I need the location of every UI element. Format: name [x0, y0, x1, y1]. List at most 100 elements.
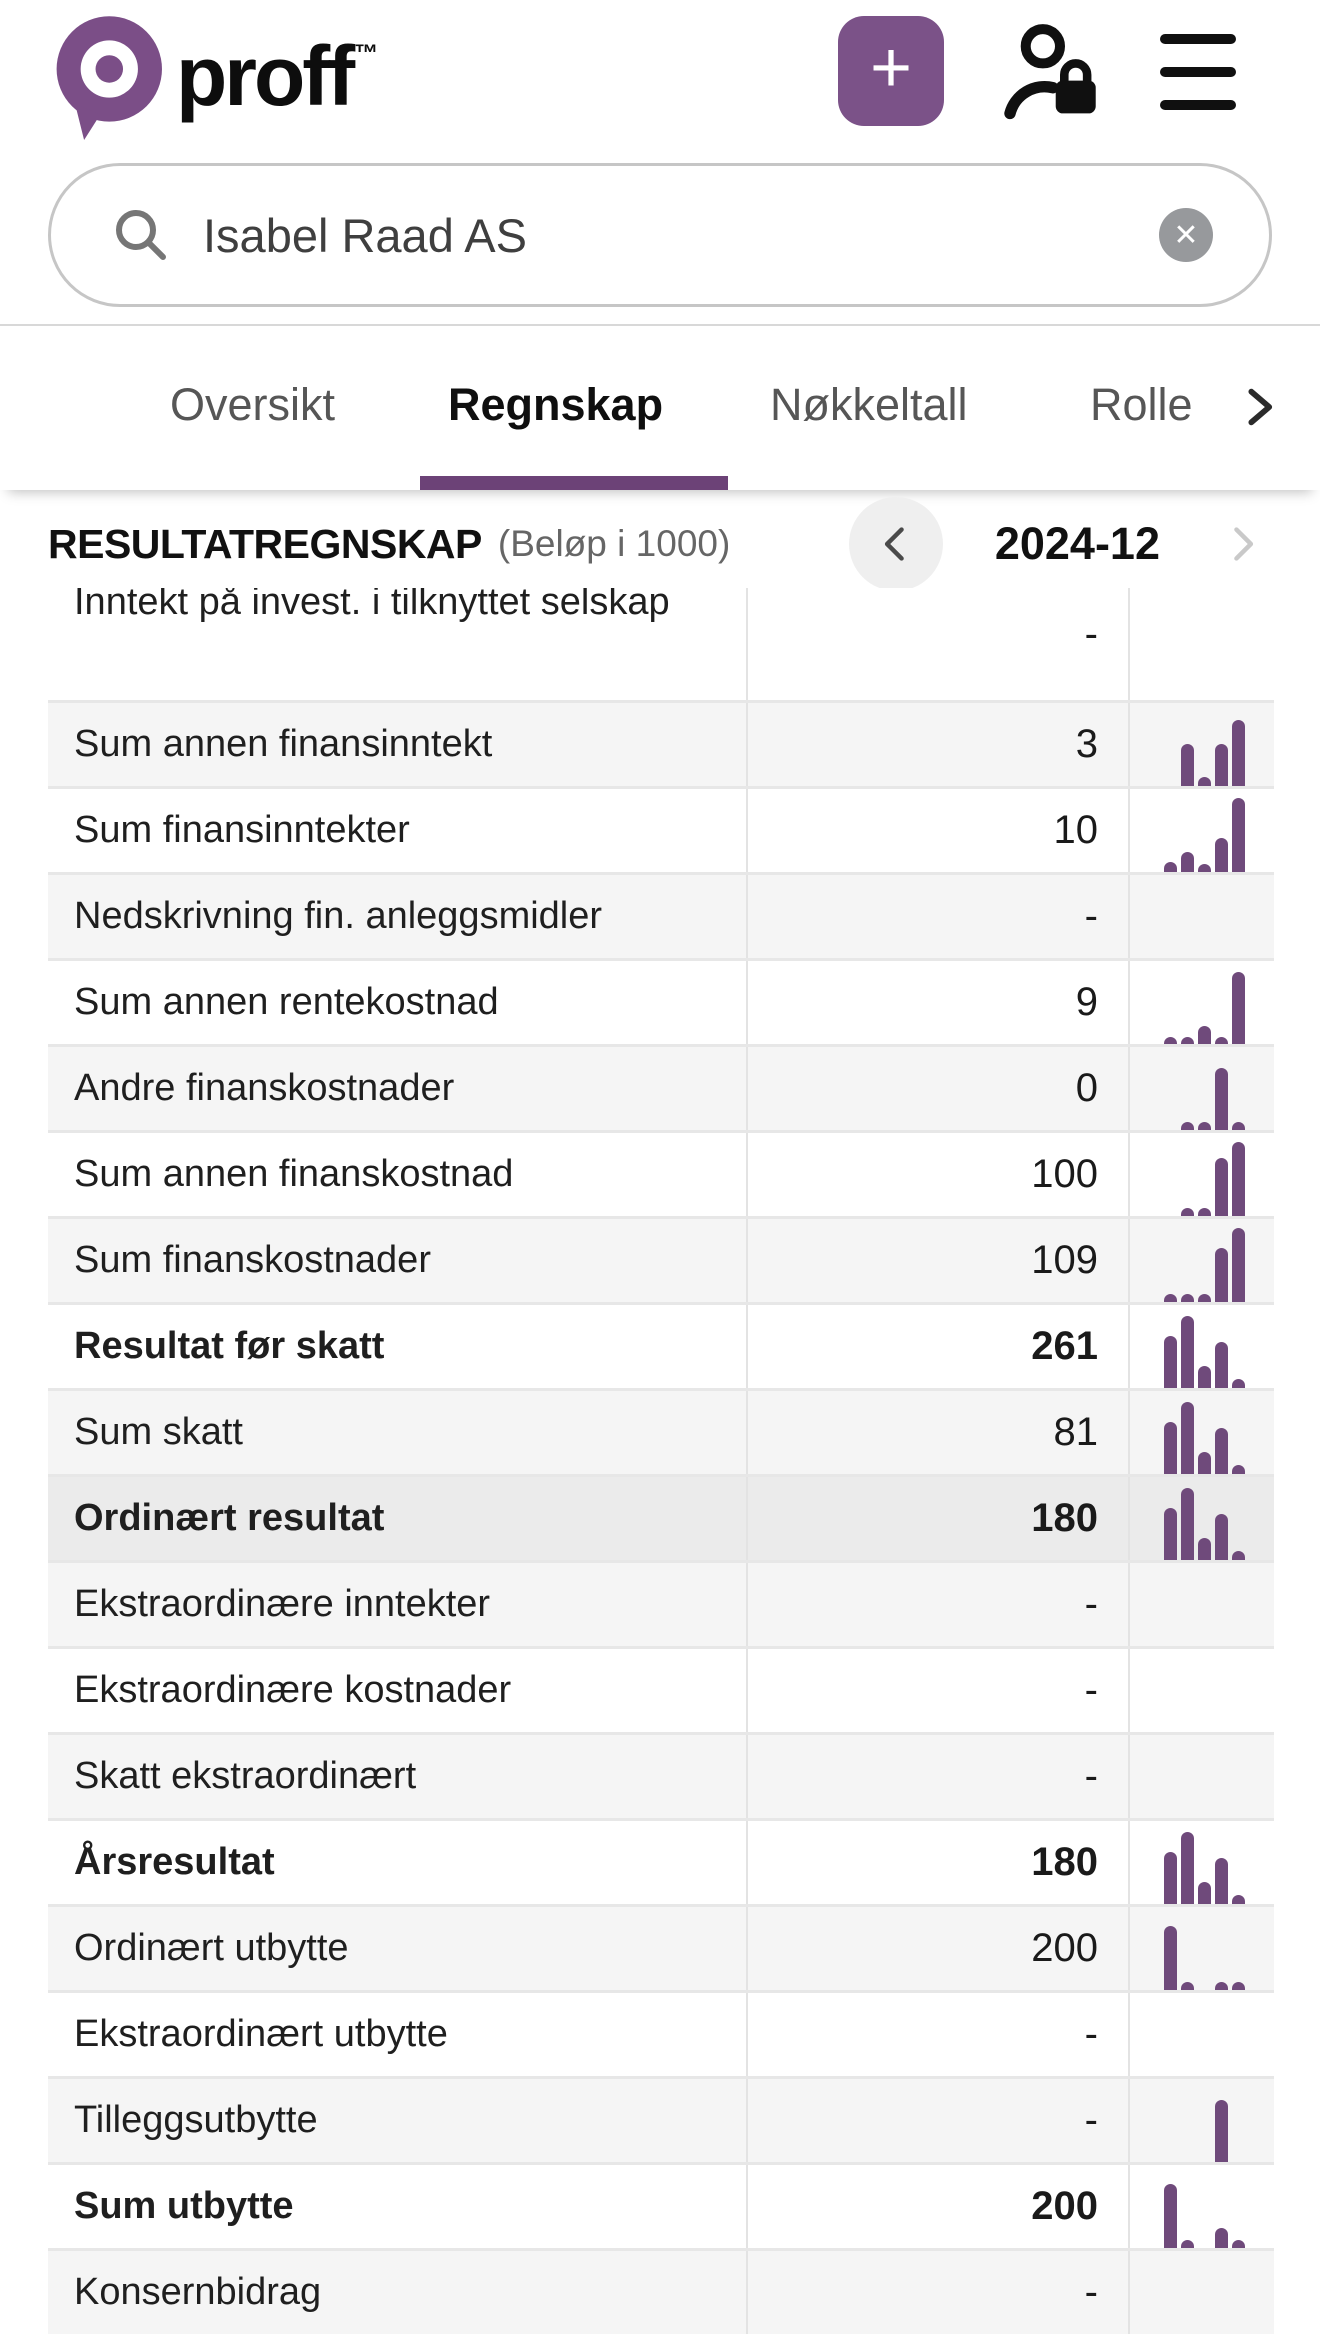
sparkline-chart [1164, 1056, 1249, 1130]
sparkline-bar [1164, 2184, 1177, 2248]
row-value: 109 [748, 1219, 1130, 1302]
row-label: Konsernbidrag [48, 2251, 748, 2334]
sparkline-bar [1215, 1514, 1228, 1560]
row-sparkline-cell [1130, 1047, 1274, 1130]
tab-rolle[interactable]: Rolle [1090, 379, 1193, 430]
period-value: 2024-12 [994, 518, 1160, 569]
previous-period-button[interactable] [848, 497, 943, 591]
sparkline-bar [1232, 798, 1245, 872]
sparkline-bar [1198, 864, 1211, 872]
chevron-left-icon [884, 527, 904, 561]
proff-logo-icon [56, 16, 162, 140]
row-sparkline-cell [1130, 703, 1274, 786]
row-sparkline-cell [1130, 1907, 1274, 1990]
row-label-text: Sum annen finansinntekt [74, 723, 493, 765]
table-row: Sum finanskostnader 109 [48, 1216, 1274, 1302]
table-row: Sum annen finansinntekt 3 [48, 700, 1274, 786]
sparkline-bar [1164, 1926, 1177, 1990]
sparkline-bar [1181, 1488, 1194, 1560]
row-value: 10 [748, 789, 1130, 872]
search-input[interactable] [203, 207, 1159, 263]
clear-search-icon[interactable]: ✕ [1159, 208, 1213, 262]
row-label-text: Tilleggsutbytte [74, 2099, 318, 2141]
sparkline-bar [1232, 1228, 1245, 1302]
row-label: Andre finanskostnader [48, 1047, 748, 1130]
income-statement-table: Inntekt på invest. i tilknyttet selskap -… [48, 588, 1274, 2334]
sparkline-bar [1215, 1858, 1228, 1904]
row-value: 100 [748, 1133, 1130, 1216]
row-label: Tilleggsutbytte [48, 2079, 748, 2162]
row-label: Sum finanskostnader [48, 1219, 748, 1302]
row-label-text: Inntekt på invest. i tilknyttet selskap [74, 588, 670, 623]
sparkline-bar [1198, 1366, 1211, 1388]
sparkline-bar [1232, 720, 1245, 786]
search-bar: ✕ [48, 163, 1272, 307]
table-row: Sum skatt 81 [48, 1388, 1274, 1474]
sparkline-bar [1215, 2100, 1228, 2162]
sparkline-bar [1215, 1068, 1228, 1130]
sparkline-bar [1232, 1982, 1245, 1990]
table-row: Ordinært resultat 180 [48, 1474, 1274, 1560]
sparkline-bar [1232, 972, 1245, 1044]
plus-icon: + [869, 28, 913, 108]
tabs-overflow-chevron-icon[interactable] [1236, 384, 1282, 430]
row-value: 200 [748, 2165, 1130, 2248]
row-sparkline-cell [1130, 2165, 1274, 2248]
row-value: - [748, 2079, 1130, 2162]
sparkline-bar [1198, 1122, 1211, 1130]
row-value: 261 [748, 1305, 1130, 1388]
statement-subtitle: (Beløp i 1000) [497, 523, 731, 564]
table-row: Sum annen rentekostnad 9 [48, 958, 1274, 1044]
sparkline-bar [1232, 1122, 1245, 1130]
sparkline-bar [1215, 838, 1228, 872]
row-value: 3 [748, 703, 1130, 786]
row-label: Årsresultat [48, 1821, 748, 1904]
row-label-text: Årsresultat [74, 1841, 275, 1883]
tab-nokkeltall[interactable]: Nøkkeltall [770, 379, 968, 430]
period-navigation: 2024-12 [848, 497, 1272, 591]
table-row: Ekstraordinære kostnader - [48, 1646, 1274, 1732]
row-value: 180 [748, 1821, 1130, 1904]
table-row: Årsresultat 180 [48, 1818, 1274, 1904]
row-value: - [748, 1735, 1130, 1818]
row-sparkline-cell [1130, 1735, 1274, 1818]
sparkline-bar [1164, 1294, 1177, 1302]
sparkline-bar [1181, 1402, 1194, 1474]
table-row: Inntekt på invest. i tilknyttet selskap - [48, 588, 1274, 700]
sparkline-bar [1181, 1832, 1194, 1904]
next-period-button[interactable] [1212, 497, 1272, 591]
account-lock-icon[interactable] [1000, 22, 1100, 122]
row-value: - [748, 1649, 1130, 1732]
add-button[interactable]: + [838, 16, 944, 126]
proff-logo[interactable]: proff ™ [48, 14, 378, 140]
sparkline-chart [1164, 1400, 1249, 1474]
sparkline-chart [1164, 1916, 1249, 1990]
sparkline-chart [1164, 1142, 1249, 1216]
sparkline-bar [1164, 1037, 1177, 1044]
menu-icon[interactable] [1160, 34, 1236, 110]
row-label-text: Sum finanskostnader [74, 1239, 431, 1281]
row-value: 0 [748, 1047, 1130, 1130]
row-sparkline-cell [1130, 1563, 1274, 1646]
row-label-text: Nedskrivning fin. anleggsmidler [74, 895, 603, 937]
table-row: Andre finanskostnader 0 [48, 1044, 1274, 1130]
sparkline-bar [1198, 777, 1211, 786]
sparkline-bar [1232, 2240, 1245, 2248]
row-label-text: Ekstraordinære inntekter [74, 1583, 491, 1625]
sparkline-bar [1232, 1142, 1245, 1216]
row-label: Sum skatt [48, 1391, 748, 1474]
header-divider [0, 324, 1320, 326]
row-label-text: Andre finanskostnader [74, 1067, 455, 1109]
row-label: Sum finansinntekter [48, 789, 748, 872]
table-row: Ekstraordinære inntekter - [48, 1560, 1274, 1646]
sparkline-bar [1181, 1122, 1194, 1130]
sparkline-bar [1215, 1982, 1228, 1990]
sparkline-bar [1215, 1158, 1228, 1216]
table-row: Konsernbidrag - [48, 2248, 1274, 2334]
row-sparkline-cell [1130, 588, 1274, 700]
sparkline-chart [1164, 2088, 1249, 2162]
search-icon [116, 210, 166, 260]
row-label-text: Skatt ekstraordinært [74, 1755, 417, 1797]
tab-oversikt[interactable]: Oversikt [170, 379, 336, 430]
tab-regnskap[interactable]: Regnskap [448, 379, 664, 430]
